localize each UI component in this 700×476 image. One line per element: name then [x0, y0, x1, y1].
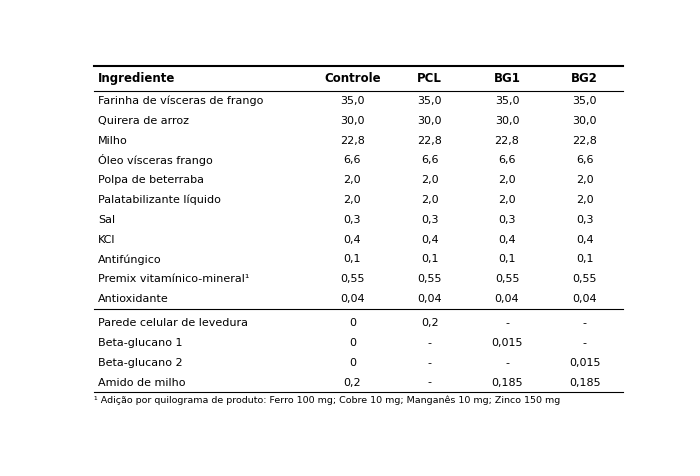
Text: 0,55: 0,55 — [340, 274, 365, 284]
Text: 35,0: 35,0 — [495, 96, 519, 106]
Text: 0,1: 0,1 — [498, 255, 516, 265]
Text: BG2: BG2 — [571, 72, 598, 85]
Text: -: - — [505, 358, 509, 368]
Text: 0,55: 0,55 — [573, 274, 597, 284]
Text: 30,0: 30,0 — [495, 116, 519, 126]
Text: 0: 0 — [349, 318, 356, 328]
Text: Milho: Milho — [98, 136, 128, 146]
Text: ¹ Adição por quilograma de produto: Ferro 100 mg; Cobre 10 mg; Manganês 10 mg; Z: ¹ Adição por quilograma de produto: Ferr… — [94, 396, 560, 405]
Text: Sal: Sal — [98, 215, 116, 225]
Text: 6,6: 6,6 — [498, 156, 516, 166]
Text: 0,04: 0,04 — [340, 294, 365, 304]
Text: 0,55: 0,55 — [417, 274, 442, 284]
Text: Antifúngico: Antifúngico — [98, 254, 162, 265]
Text: 0,3: 0,3 — [576, 215, 594, 225]
Text: 0,1: 0,1 — [576, 255, 594, 265]
Text: 0,4: 0,4 — [344, 235, 361, 245]
Text: 0,015: 0,015 — [491, 338, 523, 348]
Text: 0,3: 0,3 — [421, 215, 438, 225]
Text: 22,8: 22,8 — [340, 136, 365, 146]
Text: Parede celular de levedura: Parede celular de levedura — [98, 318, 248, 328]
Text: Palatabilizante líquido: Palatabilizante líquido — [98, 195, 221, 205]
Text: 0,3: 0,3 — [344, 215, 361, 225]
Text: Amido de milho: Amido de milho — [98, 377, 186, 387]
Text: 0,015: 0,015 — [569, 358, 601, 368]
Text: 0,4: 0,4 — [576, 235, 594, 245]
Text: PCL: PCL — [417, 72, 442, 85]
Text: KCl: KCl — [98, 235, 116, 245]
Text: 0,04: 0,04 — [573, 294, 597, 304]
Text: 6,6: 6,6 — [344, 156, 361, 166]
Text: Quirera de arroz: Quirera de arroz — [98, 116, 189, 126]
Text: Premix vitamínico-mineral¹: Premix vitamínico-mineral¹ — [98, 274, 250, 284]
Text: 35,0: 35,0 — [417, 96, 442, 106]
Text: 0: 0 — [349, 338, 356, 348]
Text: 30,0: 30,0 — [573, 116, 597, 126]
Text: Beta-glucano 1: Beta-glucano 1 — [98, 338, 183, 348]
Text: 2,0: 2,0 — [344, 175, 361, 185]
Text: 2,0: 2,0 — [576, 175, 594, 185]
Text: Ingrediente: Ingrediente — [98, 72, 176, 85]
Text: 2,0: 2,0 — [421, 195, 438, 205]
Text: 2,0: 2,0 — [498, 195, 516, 205]
Text: 0,04: 0,04 — [495, 294, 519, 304]
Text: 22,8: 22,8 — [495, 136, 519, 146]
Text: 0,185: 0,185 — [491, 377, 523, 387]
Text: 2,0: 2,0 — [344, 195, 361, 205]
Text: -: - — [582, 318, 587, 328]
Text: 6,6: 6,6 — [576, 156, 594, 166]
Text: Beta-glucano 2: Beta-glucano 2 — [98, 358, 183, 368]
Text: Farinha de vísceras de frango: Farinha de vísceras de frango — [98, 96, 264, 106]
Text: 0,04: 0,04 — [417, 294, 442, 304]
Text: Antioxidante: Antioxidante — [98, 294, 169, 304]
Text: 22,8: 22,8 — [417, 136, 442, 146]
Text: 2,0: 2,0 — [498, 175, 516, 185]
Text: 2,0: 2,0 — [421, 175, 438, 185]
Text: 0,4: 0,4 — [498, 235, 516, 245]
Text: -: - — [582, 338, 587, 348]
Text: Polpa de beterraba: Polpa de beterraba — [98, 175, 204, 185]
Text: 35,0: 35,0 — [573, 96, 597, 106]
Text: 22,8: 22,8 — [572, 136, 597, 146]
Text: 0,1: 0,1 — [344, 255, 361, 265]
Text: 0,3: 0,3 — [498, 215, 516, 225]
Text: 30,0: 30,0 — [340, 116, 365, 126]
Text: BG1: BG1 — [494, 72, 520, 85]
Text: -: - — [428, 338, 432, 348]
Text: 2,0: 2,0 — [576, 195, 594, 205]
Text: 0,2: 0,2 — [344, 377, 361, 387]
Text: -: - — [505, 318, 509, 328]
Text: 30,0: 30,0 — [417, 116, 442, 126]
Text: Controle: Controle — [324, 72, 381, 85]
Text: -: - — [428, 377, 432, 387]
Text: 0,1: 0,1 — [421, 255, 438, 265]
Text: 6,6: 6,6 — [421, 156, 438, 166]
Text: -: - — [428, 358, 432, 368]
Text: 0,2: 0,2 — [421, 318, 438, 328]
Text: 35,0: 35,0 — [340, 96, 365, 106]
Text: 0,55: 0,55 — [495, 274, 519, 284]
Text: 0,4: 0,4 — [421, 235, 438, 245]
Text: 0,185: 0,185 — [569, 377, 601, 387]
Text: Óleo vísceras frango: Óleo vísceras frango — [98, 155, 213, 167]
Text: 0: 0 — [349, 358, 356, 368]
